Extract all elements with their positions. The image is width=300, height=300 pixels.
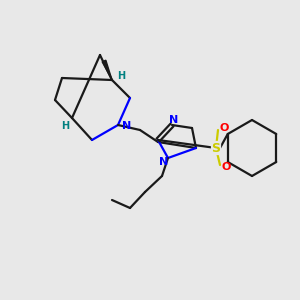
Text: O: O	[219, 123, 229, 133]
Text: H: H	[61, 121, 69, 131]
Text: N: N	[122, 121, 131, 131]
Text: H: H	[117, 71, 125, 81]
Text: S: S	[212, 142, 220, 154]
Text: N: N	[169, 115, 178, 125]
Polygon shape	[102, 60, 112, 80]
Text: O: O	[221, 162, 231, 172]
Text: N: N	[159, 157, 169, 167]
